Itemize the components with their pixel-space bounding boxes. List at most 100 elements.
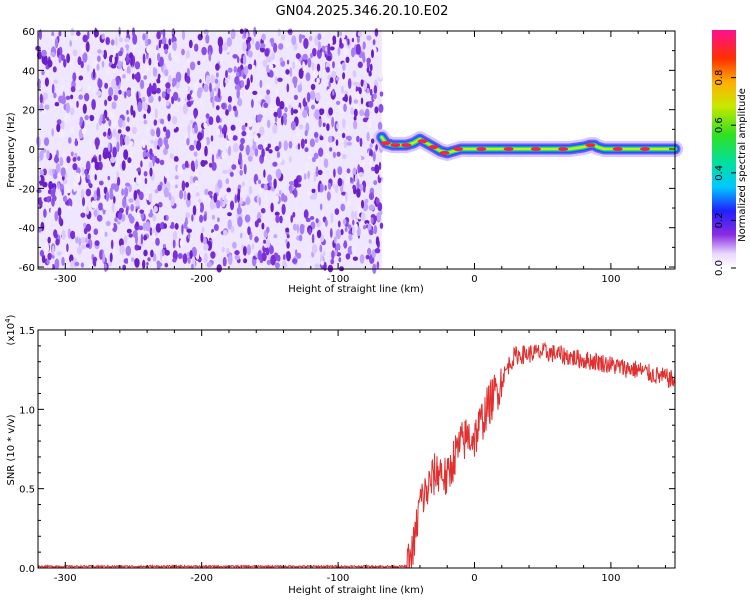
noise-speck	[105, 220, 111, 227]
noise-speck	[241, 124, 246, 132]
colorbar-gradient	[712, 30, 736, 268]
noise-speck	[354, 173, 358, 184]
noise-speck	[157, 52, 161, 62]
noise-speck	[51, 198, 55, 207]
noise-speck	[273, 111, 278, 117]
noise-speck	[75, 172, 81, 184]
noise-speck	[170, 50, 175, 59]
noise-speck	[163, 223, 167, 229]
noise-speck	[119, 244, 125, 255]
noise-speck	[243, 65, 249, 76]
noise-speck	[93, 209, 98, 217]
noise-speck	[237, 184, 242, 190]
noise-speck	[124, 135, 130, 146]
noise-speck	[170, 195, 175, 207]
noise-speck	[336, 123, 340, 130]
noise-speck	[339, 37, 342, 47]
noise-speck	[370, 138, 375, 144]
ridge-peak-mark	[503, 147, 514, 152]
noise-speck	[254, 236, 259, 243]
noise-speck	[260, 43, 266, 49]
y-tick-label: 20	[22, 106, 35, 117]
noise-speck	[356, 36, 360, 43]
noise-speck	[346, 168, 351, 174]
noise-speck	[70, 94, 74, 100]
noise-speck	[186, 137, 190, 146]
noise-speck	[156, 87, 161, 94]
noise-speck	[337, 220, 341, 228]
noise-speck	[234, 194, 238, 204]
noise-speck	[66, 156, 71, 164]
noise-speck	[368, 162, 373, 167]
noise-speck	[244, 84, 249, 90]
noise-speck	[186, 228, 192, 233]
noise-speck	[359, 254, 365, 264]
noise-speck	[361, 199, 364, 209]
noise-speck	[184, 160, 189, 168]
noise-speck	[306, 156, 312, 161]
noise-speck	[224, 79, 229, 84]
noise-speck	[274, 115, 278, 123]
noise-speck	[85, 169, 88, 177]
noise-speck	[179, 189, 184, 200]
noise-speck	[149, 227, 153, 236]
noise-speck	[193, 81, 198, 93]
noise-speck	[96, 122, 99, 131]
noise-speck	[148, 95, 154, 104]
noise-speck	[110, 63, 117, 69]
noise-speck	[328, 80, 332, 88]
noise-speck	[73, 182, 77, 193]
noise-speck	[247, 63, 253, 70]
noise-speck	[274, 76, 278, 85]
noise-speck	[191, 246, 197, 257]
noise-speck	[81, 128, 87, 135]
noise-speck	[297, 143, 301, 150]
noise-speck	[340, 85, 345, 94]
noise-speck	[102, 113, 106, 125]
noise-speck	[164, 249, 170, 256]
noise-speck	[253, 26, 257, 37]
noise-speck	[54, 211, 59, 222]
noise-speck	[314, 263, 321, 269]
noise-speck	[252, 65, 256, 70]
noise-speck	[172, 258, 177, 263]
noise-speck	[244, 122, 248, 127]
noise-speck	[292, 223, 298, 231]
noise-speck	[130, 150, 134, 159]
snr-y-ticks: 0.0 0.5 1.0 1.5	[19, 326, 675, 575]
noise-speck	[257, 144, 264, 150]
noise-speck	[266, 226, 270, 233]
noise-speck	[177, 165, 183, 174]
noise-speck	[372, 39, 376, 46]
noise-speck	[337, 166, 343, 176]
x-tick-label: 100	[601, 274, 620, 285]
noise-speck	[374, 248, 381, 254]
noise-speck	[355, 43, 361, 55]
noise-speck	[132, 44, 137, 51]
noise-speck	[143, 65, 150, 72]
noise-speck	[233, 66, 237, 74]
noise-speck	[122, 120, 126, 129]
noise-speck	[302, 53, 308, 61]
noise-speck	[270, 202, 274, 213]
noise-speck	[258, 179, 261, 185]
noise-speck	[209, 82, 212, 93]
noise-speck	[331, 250, 335, 260]
noise-speck	[296, 223, 299, 234]
noise-speck	[200, 99, 204, 111]
noise-speck	[229, 171, 234, 177]
noise-speck	[174, 175, 179, 180]
noise-speck	[97, 55, 101, 62]
noise-speck	[255, 135, 259, 143]
noise-speck	[101, 51, 104, 56]
noise-speck	[215, 128, 221, 136]
ridge-peak-mark	[453, 147, 464, 152]
noise-speck	[130, 86, 135, 98]
noise-speck	[210, 74, 216, 84]
noise-speck	[98, 154, 102, 162]
noise-speck	[343, 103, 347, 113]
noise-speck	[366, 60, 370, 69]
noise-speck	[118, 37, 123, 43]
noise-speck	[125, 44, 130, 49]
noise-speck	[185, 181, 189, 188]
